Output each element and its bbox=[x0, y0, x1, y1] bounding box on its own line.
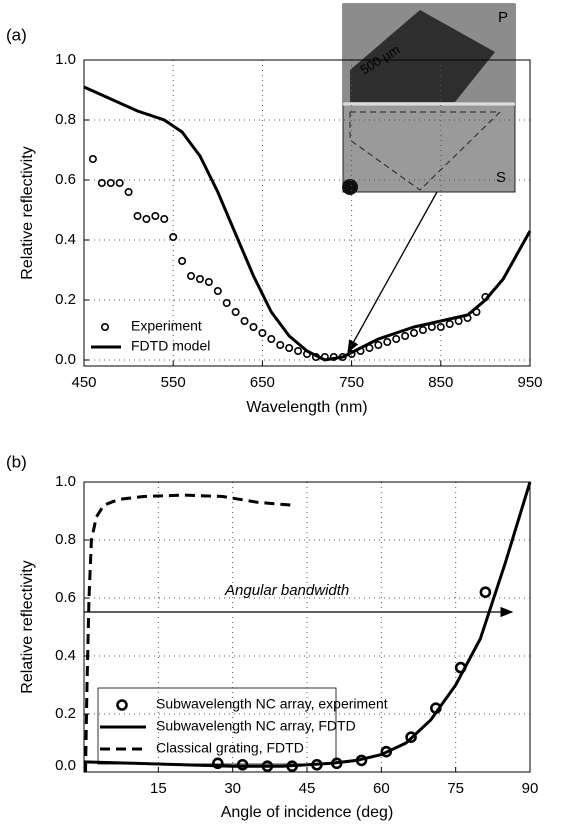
data-point bbox=[212, 757, 224, 770]
inset-outline bbox=[349, 111, 502, 191]
x-tick-label: 75 bbox=[447, 780, 464, 797]
x-tick-label: 550 bbox=[161, 374, 186, 391]
x-tick-label: 60 bbox=[373, 780, 390, 797]
x-tick-label: 450 bbox=[71, 374, 96, 391]
x-axis-label: Angle of incidence (deg) bbox=[221, 804, 394, 821]
data-point bbox=[160, 215, 169, 224]
inset-arrow bbox=[347, 191, 438, 354]
inset-spot bbox=[342, 179, 358, 195]
y-tick-label: 0.6 bbox=[55, 589, 76, 606]
data-point bbox=[374, 340, 383, 349]
data-point bbox=[97, 179, 106, 188]
data-point bbox=[240, 316, 249, 325]
legend-label: Experiment bbox=[131, 318, 202, 334]
data-point bbox=[249, 322, 258, 331]
data-point bbox=[124, 188, 133, 197]
panel-label: (a) bbox=[6, 25, 27, 44]
data-point bbox=[187, 271, 196, 280]
data-point bbox=[405, 731, 417, 744]
legend-label: Classical grating, FDTD bbox=[156, 740, 304, 756]
data-point bbox=[195, 274, 204, 283]
data-point bbox=[436, 322, 445, 331]
x-tick-label: 15 bbox=[150, 780, 167, 797]
inset-label: S bbox=[496, 169, 506, 186]
x-axis-label: Wavelength (nm) bbox=[246, 399, 367, 416]
y-tick-label: 0.4 bbox=[55, 647, 76, 664]
legend-label: FDTD model bbox=[131, 338, 210, 354]
inset-image: P S 500 µm bbox=[342, 3, 516, 195]
data-point bbox=[88, 155, 97, 164]
y-axis-label: Relative reflectivity bbox=[19, 560, 36, 693]
data-point bbox=[169, 233, 178, 242]
inset-sample bbox=[350, 10, 495, 102]
x-tick-label: 90 bbox=[522, 780, 539, 797]
data-point bbox=[151, 212, 160, 221]
y-tick-label: 0.2 bbox=[55, 291, 76, 308]
data-point bbox=[258, 328, 267, 337]
data-point bbox=[213, 286, 222, 295]
legend-marker bbox=[116, 699, 128, 711]
panel-label: (b) bbox=[6, 452, 27, 471]
inset-label: P bbox=[498, 9, 508, 26]
x-tick-label: 950 bbox=[517, 374, 542, 391]
data-line bbox=[83, 481, 532, 768]
y-tick-label: 0.2 bbox=[55, 705, 76, 722]
data-point bbox=[231, 307, 240, 316]
data-point bbox=[106, 179, 115, 188]
data-point bbox=[133, 212, 142, 221]
data-point bbox=[418, 325, 427, 334]
data-point bbox=[222, 298, 231, 307]
data-point bbox=[445, 319, 454, 328]
y-tick-label: 1.0 bbox=[55, 51, 76, 68]
data-point bbox=[410, 328, 419, 337]
data-point bbox=[479, 586, 492, 599]
data-point bbox=[383, 337, 392, 346]
y-tick-label: 0.0 bbox=[55, 757, 76, 774]
plot-frame bbox=[83, 481, 531, 773]
y-tick-label: 0.8 bbox=[55, 111, 76, 128]
data-point bbox=[294, 346, 303, 355]
y-tick-label: 0.8 bbox=[55, 531, 76, 548]
data-point bbox=[401, 331, 410, 340]
x-tick-label: 30 bbox=[224, 780, 241, 797]
data-point bbox=[392, 334, 401, 343]
plot-frame bbox=[83, 59, 531, 367]
legend-label: Subwavelength NC array, experiment bbox=[156, 696, 388, 712]
data-point bbox=[178, 256, 187, 265]
x-tick-label: 650 bbox=[250, 374, 275, 391]
data-point bbox=[276, 340, 285, 349]
data-point bbox=[142, 215, 151, 224]
x-tick-label: 45 bbox=[299, 780, 316, 797]
data-point bbox=[285, 343, 294, 352]
y-axis-label: Relative reflectivity bbox=[19, 146, 36, 279]
data-point bbox=[204, 277, 213, 286]
y-tick-label: 0.4 bbox=[55, 231, 76, 248]
data-point bbox=[115, 179, 124, 188]
legend-marker bbox=[101, 322, 110, 331]
data-line bbox=[84, 493, 293, 773]
legend-label: Subwavelength NC array, FDTD bbox=[156, 718, 356, 734]
x-tick-label: 850 bbox=[428, 374, 453, 391]
annotation: Angular bandwidth bbox=[224, 582, 349, 599]
data-point bbox=[267, 334, 276, 343]
data-line bbox=[83, 85, 532, 362]
y-tick-label: 1.0 bbox=[55, 473, 76, 490]
y-tick-label: 0.6 bbox=[55, 171, 76, 188]
x-tick-label: 750 bbox=[339, 374, 364, 391]
y-tick-label: 0.0 bbox=[55, 351, 76, 368]
